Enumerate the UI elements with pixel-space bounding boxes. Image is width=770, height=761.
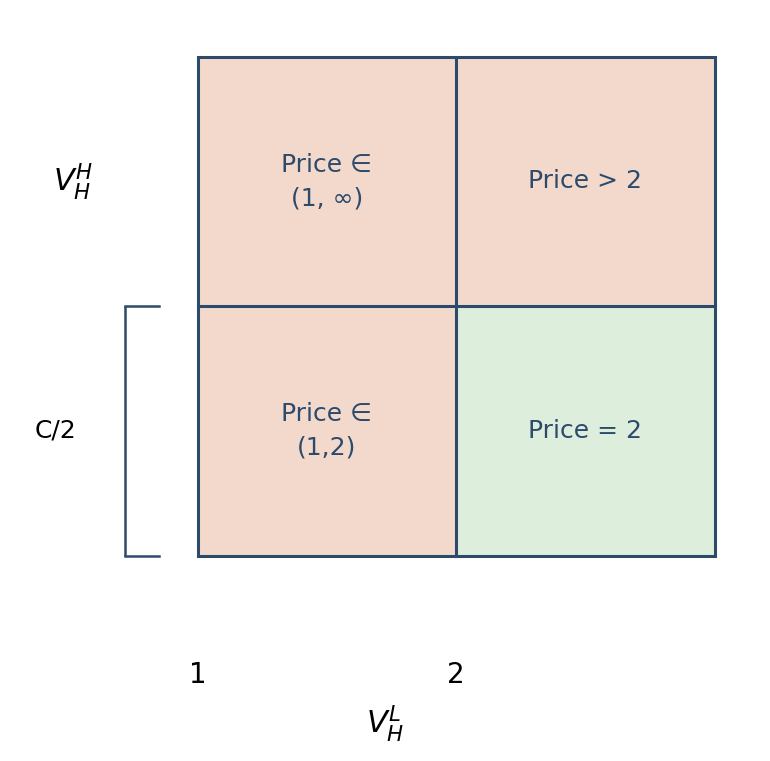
Bar xyxy=(198,56,456,306)
Text: C/2: C/2 xyxy=(35,419,76,443)
Text: Price = 2: Price = 2 xyxy=(528,419,642,443)
Bar xyxy=(456,56,715,306)
Text: Price ∈
(1, ∞): Price ∈ (1, ∞) xyxy=(281,153,372,210)
X-axis label: $V_H^L$: $V_H^L$ xyxy=(366,703,404,744)
Bar xyxy=(456,306,715,556)
Bar xyxy=(198,306,456,556)
Bar xyxy=(198,56,715,556)
Text: $V_H^H$: $V_H^H$ xyxy=(53,161,94,202)
Text: Price ∈
(1,2): Price ∈ (1,2) xyxy=(281,402,372,460)
Text: Price > 2: Price > 2 xyxy=(528,170,642,193)
